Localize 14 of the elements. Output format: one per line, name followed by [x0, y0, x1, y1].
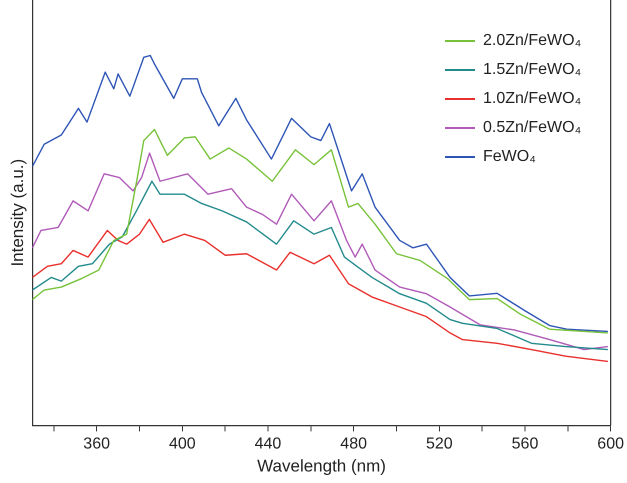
- legend-label: 1.0Zn/FeWO₄: [483, 90, 582, 108]
- x-tick-label: 480: [340, 435, 368, 452]
- x-tick-label: 440: [254, 435, 282, 452]
- x-tick-label: 600: [597, 435, 624, 452]
- legend-label: 0.5Zn/FeWO₄: [483, 118, 582, 136]
- x-tick-label: 560: [512, 435, 538, 452]
- legend-label: FeWO₄: [483, 148, 536, 166]
- x-tick-label: 360: [83, 435, 110, 452]
- x-tick-label: 520: [426, 435, 453, 452]
- x-axis-title: Wavelength (nm): [257, 456, 386, 476]
- legend-label: 2.0Zn/FeWO₄: [483, 32, 582, 50]
- legend-label: 1.5Zn/FeWO₄: [483, 60, 582, 78]
- x-tick-label: 400: [168, 435, 196, 452]
- y-axis-title: Intensity (a.u.): [8, 158, 27, 267]
